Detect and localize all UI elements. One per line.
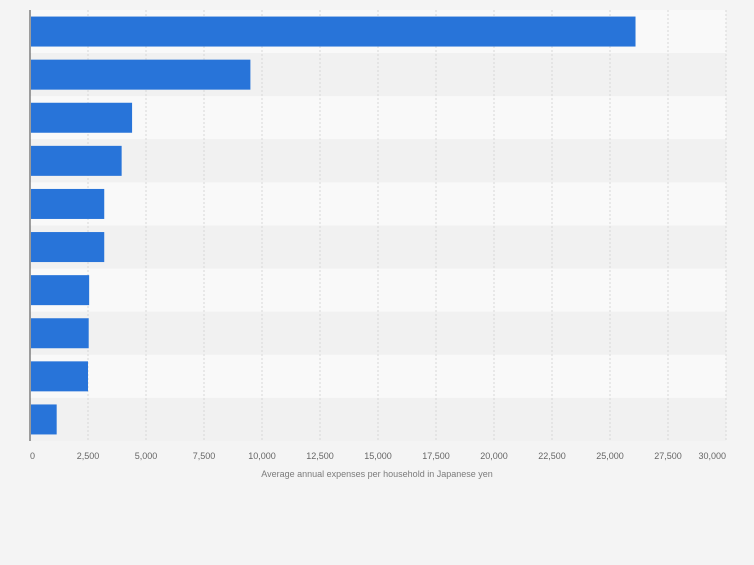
x-tick-label: 7,500 bbox=[193, 451, 216, 461]
bar[interactable] bbox=[31, 232, 105, 263]
bar[interactable] bbox=[31, 16, 636, 47]
x-tick-label: 25,000 bbox=[596, 451, 624, 461]
bars bbox=[31, 16, 636, 435]
x-axis-label: Average annual expenses per household in… bbox=[261, 469, 493, 479]
x-tick-label: 17,500 bbox=[422, 451, 450, 461]
x-tick-label: 20,000 bbox=[480, 451, 508, 461]
bar[interactable] bbox=[31, 361, 88, 392]
bar[interactable] bbox=[31, 318, 89, 349]
x-tick-label: 2,500 bbox=[77, 451, 100, 461]
x-tick-label: 30,000 bbox=[698, 451, 726, 461]
bar[interactable] bbox=[31, 102, 133, 133]
x-tick-label: 27,500 bbox=[654, 451, 682, 461]
x-tick-label: 22,500 bbox=[538, 451, 566, 461]
bar[interactable] bbox=[31, 59, 251, 90]
bar[interactable] bbox=[31, 188, 105, 219]
x-tick-label: 0 bbox=[30, 451, 35, 461]
x-tick-label: 10,000 bbox=[248, 451, 276, 461]
x-tick-label: 15,000 bbox=[364, 451, 392, 461]
bar[interactable] bbox=[31, 275, 90, 306]
x-tick-labels: 0 2,500 5,000 7,500 10,000 12,500 15,000 17,500… bbox=[30, 451, 726, 461]
x-tick-label: 12,500 bbox=[306, 451, 334, 461]
bar[interactable] bbox=[31, 404, 57, 435]
bar[interactable] bbox=[31, 145, 122, 176]
x-tick-label: 5,000 bbox=[135, 451, 158, 461]
